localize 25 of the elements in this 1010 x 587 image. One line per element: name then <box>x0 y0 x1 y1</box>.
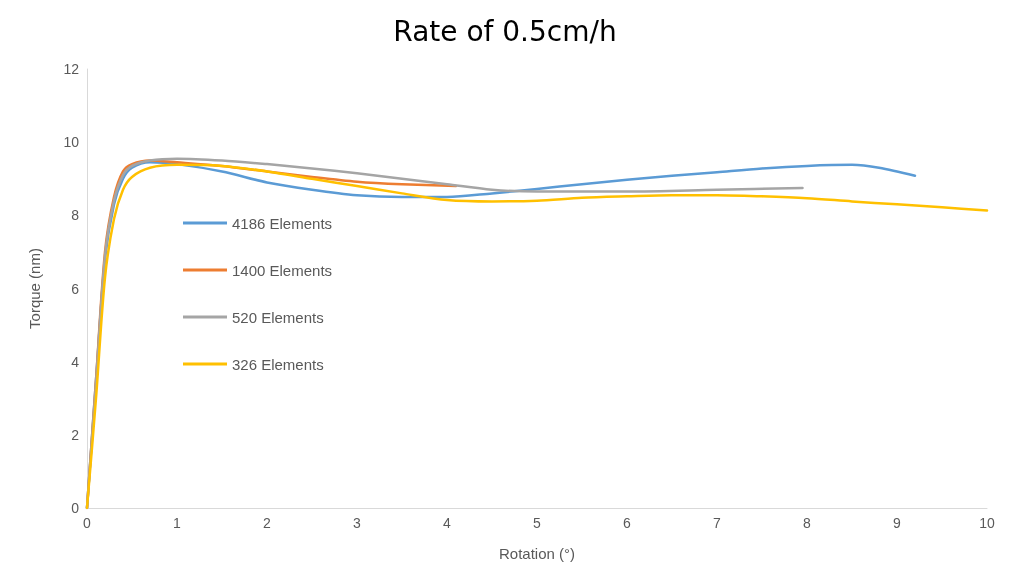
x-tick-label: 4 <box>443 515 452 531</box>
y-tick-label: 10 <box>63 134 80 151</box>
y-axis-title: Torque (nm) <box>26 248 43 329</box>
legend-label: 520 Elements <box>232 308 324 326</box>
x-tick-label: 0 <box>83 515 92 531</box>
y-tick-label: 0 <box>71 500 80 516</box>
x-tick-label: 9 <box>893 515 902 531</box>
y-tick-label: 4 <box>71 353 80 370</box>
x-tick-label: 2 <box>263 515 272 531</box>
x-tick-label: 6 <box>623 515 632 531</box>
chart-title: Rate of 0.5cm/h <box>393 14 617 48</box>
x-tick-label: 1 <box>173 515 182 531</box>
x-tick-label: 7 <box>713 515 722 531</box>
y-tick-label: 2 <box>71 426 80 443</box>
y-tick-label: 12 <box>63 61 80 77</box>
x-tick-label: 10 <box>979 515 995 531</box>
y-tick-label: 6 <box>71 280 80 297</box>
x-tick-label: 3 <box>353 515 362 531</box>
legend-label: 326 Elements <box>232 355 324 373</box>
legend-label: 4186 Elements <box>232 214 333 232</box>
x-axis-title: Rotation (°) <box>498 545 576 562</box>
x-tick-label: 8 <box>803 515 812 531</box>
y-tick-label: 8 <box>71 207 80 224</box>
legend-label: 1400 Elements <box>232 261 333 279</box>
x-tick-label: 5 <box>533 515 542 531</box>
